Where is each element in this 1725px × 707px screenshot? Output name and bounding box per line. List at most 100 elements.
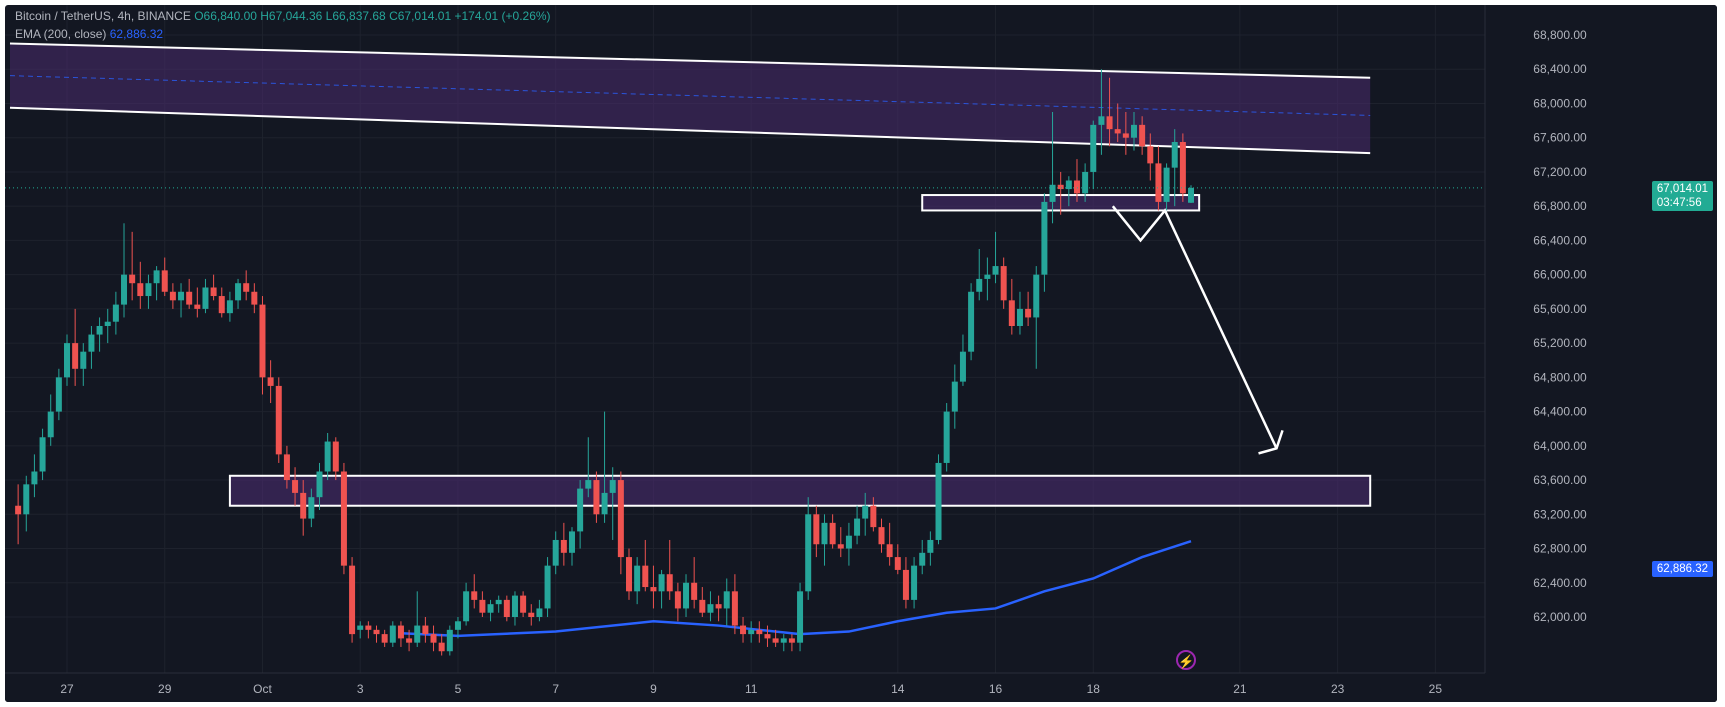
candle: [1163, 163, 1170, 211]
candle-body: [1073, 180, 1080, 194]
candle-body: [666, 574, 673, 592]
candle-body: [47, 411, 54, 438]
candle: [47, 394, 54, 446]
time-axis-bg: [5, 673, 1717, 702]
candle: [463, 582, 470, 626]
x-tick-label: Oct: [253, 682, 272, 696]
lightning-icon[interactable]: ⚡: [1176, 650, 1196, 670]
candle: [886, 522, 893, 566]
candle-body: [169, 291, 176, 301]
y-tick-label: 66,000.00: [1533, 268, 1587, 282]
candle: [740, 617, 747, 643]
x-tick-label: 27: [60, 682, 74, 696]
candle-body: [829, 522, 836, 545]
candle: [650, 565, 657, 609]
candle-body: [968, 291, 975, 352]
candle: [772, 629, 779, 647]
candle: [251, 283, 258, 314]
candle-body: [80, 351, 87, 369]
axes: 62,000.00 62,400.00 62,800.00 63,200.00 63,6…: [5, 5, 1717, 702]
candle: [275, 377, 282, 463]
candle-body: [723, 591, 730, 609]
candle-body: [292, 480, 299, 493]
resistance-band: [9, 42, 1371, 155]
candle: [194, 287, 201, 318]
candle: [511, 591, 518, 626]
last-price-value: 67,014.01: [1656, 183, 1708, 195]
candle-body: [340, 471, 347, 566]
candle-body: [805, 514, 812, 592]
candle-body: [1179, 141, 1186, 194]
candle: [528, 604, 535, 626]
candle: [829, 514, 836, 549]
x-tick-label: 21: [1233, 682, 1247, 696]
candle: [642, 539, 649, 592]
candle-body: [210, 287, 217, 297]
x-tick-label: 9: [650, 682, 657, 696]
indicator-legend[interactable]: EMA (200, close) 62,886.32: [15, 27, 163, 41]
candle-body: [951, 381, 958, 412]
candle: [731, 574, 738, 635]
candle: [1025, 291, 1032, 326]
candle-body: [731, 591, 738, 626]
candle: [674, 582, 681, 622]
candle: [797, 582, 804, 652]
candle: [568, 527, 575, 566]
candle-body: [373, 629, 380, 635]
support-zone: [228, 474, 1372, 507]
candle: [894, 544, 901, 575]
candle-body: [943, 411, 950, 463]
candle: [683, 574, 690, 617]
candle-body: [585, 480, 592, 489]
candle: [552, 531, 559, 575]
symbol-legend[interactable]: Bitcoin / TetherUS, 4h, BINANCE O66,840.…: [15, 9, 551, 23]
candle-body: [15, 505, 22, 515]
candle: [1016, 291, 1023, 335]
candle-body: [112, 304, 119, 322]
candle: [422, 617, 429, 643]
candle-body: [674, 591, 681, 609]
x-tick-label: 29: [158, 682, 172, 696]
candle: [218, 287, 225, 318]
candle: [878, 518, 885, 553]
candle: [104, 308, 111, 344]
candle: [88, 326, 95, 369]
chart-frame: 62,000.00 62,400.00 62,800.00 63,200.00 63,6…: [5, 5, 1717, 702]
x-tick-label: 3: [357, 682, 364, 696]
candle: [837, 527, 844, 558]
candle-body: [919, 552, 926, 566]
candle-body: [797, 591, 804, 643]
candle: [520, 591, 527, 617]
candle-body: [683, 582, 690, 609]
candle-body: [161, 270, 168, 292]
candle-body: [72, 343, 79, 369]
candle-body: [601, 492, 608, 515]
candle: [479, 591, 486, 617]
candle: [617, 471, 624, 575]
candle-body: [121, 274, 128, 305]
candle-body: [218, 296, 225, 314]
candle: [153, 266, 160, 301]
candle-body: [406, 638, 413, 643]
candle-body: [422, 625, 429, 635]
candle-body: [715, 604, 722, 609]
candle-body: [568, 531, 575, 553]
candle-body: [55, 377, 62, 412]
y-tick-label: 62,000.00: [1533, 610, 1587, 624]
candle: [609, 467, 616, 540]
candle: [1130, 112, 1137, 151]
candle: [1147, 133, 1154, 181]
candle-body: [1106, 116, 1113, 130]
candle: [601, 411, 608, 523]
candle: [145, 274, 152, 309]
candle: [487, 599, 494, 622]
price-chart[interactable]: 62,000.00 62,400.00 62,800.00 63,200.00 63,6…: [5, 5, 1717, 702]
y-tick-label: 63,200.00: [1533, 507, 1587, 521]
candle: [324, 432, 331, 481]
ema-line: [400, 539, 1192, 638]
candle-body: [1171, 141, 1178, 168]
candle-body: [837, 544, 844, 549]
ohlc-open: O66,840.00: [194, 9, 257, 23]
candle-body: [471, 591, 478, 600]
candle-body: [308, 497, 315, 519]
